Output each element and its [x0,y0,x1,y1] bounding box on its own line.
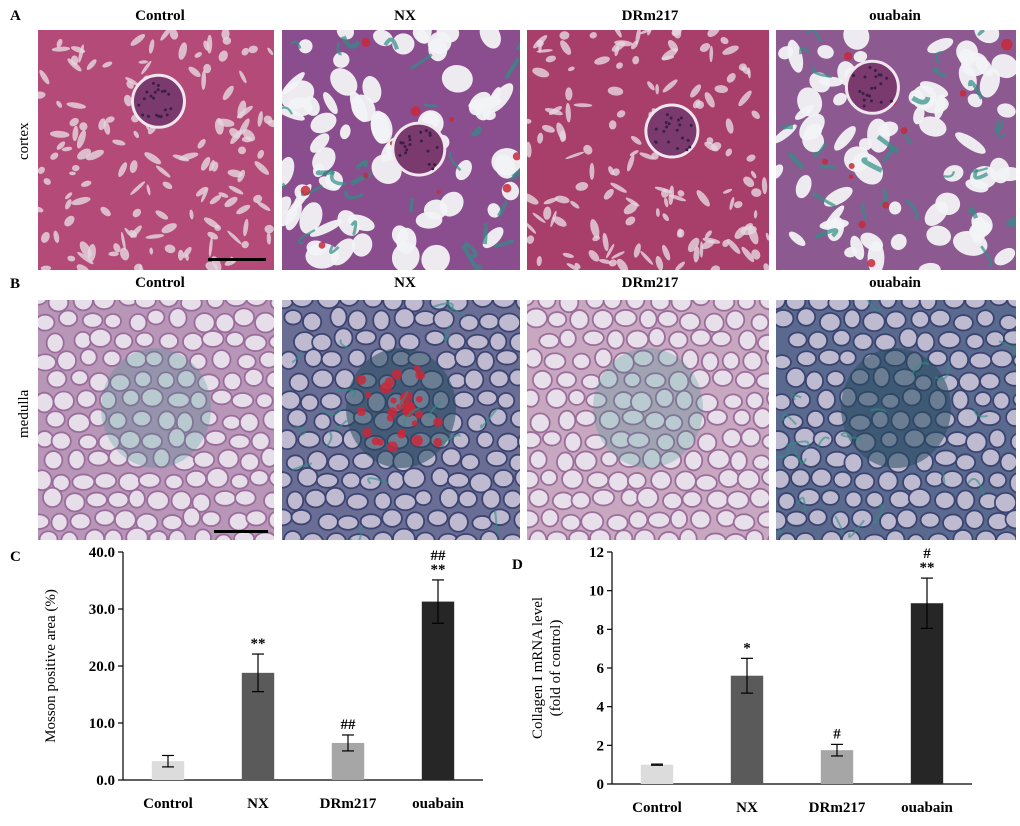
micrograph-cortex-drm217 [527,30,769,270]
error-bar-ouabain [432,579,444,624]
y-axis-label-secondary: (fold of control) [548,620,564,717]
significance-label: * [743,640,751,656]
bar-nx [730,675,764,784]
y-tick-label: 20.0 [89,659,115,675]
x-tick-label-control: Control [143,796,193,812]
error-bar-ouabain [921,577,933,629]
significance-label: ** [251,636,266,652]
significance-label: ** [920,560,935,576]
scale-bar-cortex [208,258,266,261]
micrograph-medulla-nx [282,300,520,540]
x-tick-label-drm217: DRm217 [320,796,377,812]
y-tick-label: 0.0 [96,773,115,789]
error-bar-control [162,754,174,768]
col-label-ouabain-a: ouabain [869,8,921,24]
significance-label: # [923,546,931,562]
y-tick-label: 4 [597,700,605,716]
significance-label: # [833,726,841,742]
x-tick-label-drm217: DRm217 [809,800,866,816]
micrograph-medulla-drm217 [527,300,769,540]
x-tick-label-nx: NX [736,800,758,816]
x-tick-label-nx: NX [247,796,269,812]
panel-label-b: B [10,276,21,292]
significance-label: ## [341,717,357,733]
col-label-drm217-a: DRm217 [621,8,679,24]
col-label-control-b: Control [135,275,185,291]
micrograph-medulla-ouabain [776,300,1016,540]
panel-label-d: D [512,557,523,573]
micrograph-cortex-control [38,30,274,270]
bar-ouabain [421,601,455,780]
y-tick-label: 30.0 [89,602,115,618]
y-axis-label: Collagen I mRNA level [530,597,546,739]
row-label-cortex: cortex [16,122,32,160]
x-tick-label-ouabain: ouabain [412,796,464,812]
x-tick-label-control: Control [632,800,682,816]
micrograph-cortex-ouabain [776,30,1016,270]
bar-charts: 0.0 10.0 20.0 30.0 40.0 Mosson positive area … [43,545,972,816]
chart-collagen-mrna: 0 2 4 6 8 10 12 Collagen I mRNA level (fold of c… [530,545,972,816]
col-label-nx-a: NX [394,8,416,24]
micrograph-cortex-nx [282,30,520,270]
chart-masson-area: 0.0 10.0 20.0 30.0 40.0 Mosson positive area … [43,545,483,812]
col-label-drm217-b: DRm217 [621,275,679,291]
y-tick-label: 0 [597,777,605,793]
y-tick-label: 2 [597,738,605,754]
error-bar-nx [252,653,264,693]
y-tick-label: 12 [589,545,604,561]
significance-label: ## [431,548,447,564]
col-label-ouabain-b: ouabain [869,275,921,291]
panel-label-c: C [10,549,21,565]
significance-label: ** [431,562,446,578]
bar-ouabain [910,603,944,784]
col-label-nx-b: NX [394,275,416,291]
y-tick-label: 6 [597,661,605,677]
scale-bar-medulla [214,530,268,533]
y-tick-label: 40.0 [89,545,115,561]
error-bar-control [651,763,663,766]
bar-control [151,761,185,780]
y-tick-label: 10.0 [89,716,115,732]
error-bar-nx [741,657,753,694]
micrograph-medulla-control [38,300,274,540]
x-tick-label-ouabain: ouabain [901,800,953,816]
y-tick-label: 10 [589,584,604,600]
bar-control [640,764,674,784]
y-axis-label: Mosson positive area (%) [43,589,59,743]
y-tick-label: 8 [597,622,605,638]
error-bar-drm217 [831,743,843,757]
panel-label-a: A [10,8,21,24]
error-bar-drm217 [342,734,354,752]
row-label-medulla: medulla [16,389,32,438]
col-label-control-a: Control [135,8,185,24]
